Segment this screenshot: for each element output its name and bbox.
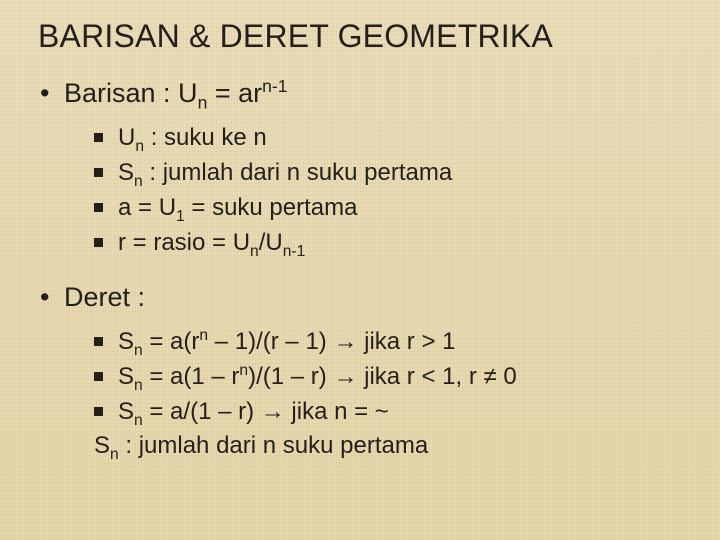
slide-title: BARISAN & DERET GEOMETRIKA <box>38 18 682 55</box>
barisan-item: a = U1 = suku pertama <box>94 191 682 226</box>
deret-item: Sn = a/(1 – r) → jika n = ~ <box>94 395 682 430</box>
barisan-item: r = rasio = Un/Un-1 <box>94 226 682 261</box>
barisan-heading: Barisan : Un = arn-1 Un : suku ke n Sn :… <box>38 75 682 261</box>
barisan-item: Un : suku ke n <box>94 121 682 156</box>
deret-heading: Deret : Sn = a(rn – 1)/(r – 1) → jika r … <box>38 279 682 465</box>
deret-heading-text: Deret : <box>64 282 145 312</box>
barisan-heading-text: Barisan : Un = arn-1 <box>64 78 287 108</box>
barisan-sublist: Un : suku ke n Sn : jumlah dari n suku p… <box>64 121 682 260</box>
barisan-item: Sn : jumlah dari n suku pertama <box>94 156 682 191</box>
deret-note: Sn : jumlah dari n suku pertama <box>94 429 682 464</box>
content-list: Barisan : Un = arn-1 Un : suku ke n Sn :… <box>38 75 682 464</box>
deret-item: Sn = a(1 – rn)/(1 – r) → jika r < 1, r ≠… <box>94 360 682 395</box>
deret-sublist: Sn = a(rn – 1)/(r – 1) → jika r > 1 Sn =… <box>64 325 682 464</box>
deret-item: Sn = a(rn – 1)/(r – 1) → jika r > 1 <box>94 325 682 360</box>
slide: BARISAN & DERET GEOMETRIKA Barisan : Un … <box>0 0 720 540</box>
